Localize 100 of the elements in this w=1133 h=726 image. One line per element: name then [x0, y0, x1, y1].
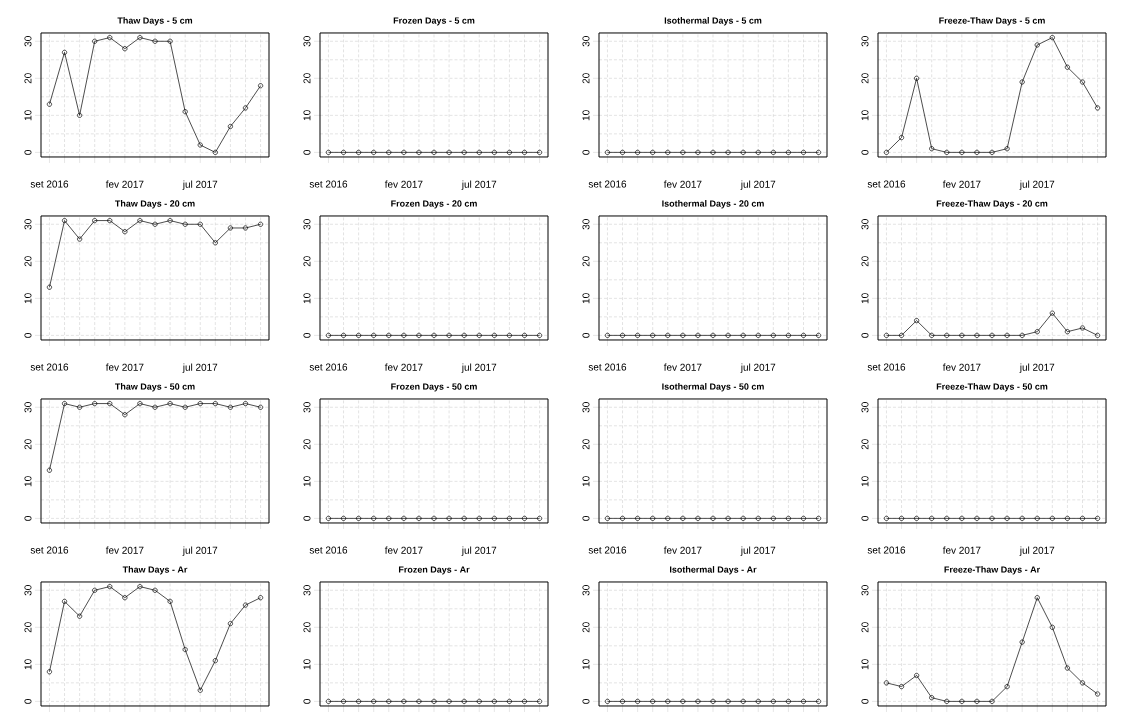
y-tick-label: 20 — [582, 73, 590, 84]
y-tick-label: 10 — [861, 659, 869, 670]
y-tick-label: 10 — [861, 110, 869, 121]
point — [182, 221, 188, 227]
y-tick-label: 0 — [582, 699, 590, 704]
point — [959, 332, 965, 338]
point — [197, 142, 203, 148]
y-tick-label: 0 — [303, 150, 311, 155]
x-tick-label: set 2016 — [867, 546, 906, 554]
chart-title: Thaw Days - 50 cm — [114, 383, 195, 392]
point — [959, 698, 965, 704]
chart-title: Freeze-Thaw Days - 5 cm — [939, 17, 1045, 26]
point — [167, 401, 173, 407]
point — [212, 401, 218, 407]
chart-title: Thaw Days - Ar — [122, 566, 188, 575]
point — [898, 135, 905, 141]
y-tick-label: 10 — [24, 110, 32, 121]
y-tick-label: 20 — [303, 622, 311, 633]
chart-title: Frozen Days - 20 cm — [391, 200, 477, 209]
point — [1034, 595, 1040, 601]
y-tick-label: 20 — [24, 622, 32, 633]
point — [989, 332, 995, 338]
point — [1049, 310, 1055, 316]
point — [122, 595, 128, 601]
y-tick-label: 20 — [861, 439, 869, 450]
y-tick-label: 20 — [303, 73, 311, 84]
y-tick-label: 10 — [582, 293, 590, 304]
chart-title: Isothermal Days - 50 cm — [662, 383, 764, 392]
point — [959, 149, 965, 155]
x-tick-label: fev 2017 — [942, 546, 981, 554]
y-tick-label: 0 — [24, 333, 32, 338]
point — [61, 598, 68, 604]
point — [227, 621, 233, 627]
x-tick-label: set 2016 — [309, 546, 348, 554]
point — [1079, 79, 1086, 85]
y-tick-label: 0 — [861, 516, 869, 521]
y-tick-label: 0 — [861, 150, 869, 155]
y-tick-label: 0 — [861, 699, 869, 704]
point — [92, 587, 98, 593]
y-tick-label: 30 — [861, 219, 869, 230]
y-tick-label: 20 — [582, 622, 590, 633]
point — [242, 225, 249, 231]
point — [197, 687, 203, 693]
chart-title: Frozen Days - 5 cm — [393, 17, 475, 26]
point — [1064, 64, 1070, 70]
y-tick-label: 30 — [582, 219, 590, 230]
y-tick-label: 10 — [303, 659, 311, 670]
point — [107, 218, 113, 224]
y-tick-label: 0 — [303, 516, 311, 521]
x-tick-label: jul 2017 — [740, 546, 776, 556]
chart-title: Isothermal Days - 5 cm — [664, 17, 762, 26]
y-tick-label: 10 — [582, 476, 590, 487]
point — [197, 221, 203, 227]
x-tick-label: fev 2017 — [105, 546, 144, 554]
y-tick-label: 0 — [582, 333, 590, 338]
point — [92, 401, 98, 407]
point — [182, 404, 188, 410]
point — [167, 598, 173, 604]
point — [212, 240, 218, 246]
y-tick-label: 20 — [861, 73, 869, 84]
y-tick-label: 20 — [582, 256, 590, 267]
y-tick-label: 30 — [303, 36, 311, 47]
point — [242, 602, 249, 608]
y-tick-label: 30 — [303, 219, 311, 230]
y-tick-label: 20 — [582, 439, 590, 450]
point — [1064, 329, 1070, 335]
point — [227, 404, 233, 410]
point — [137, 584, 143, 590]
point — [929, 332, 935, 338]
x-tick-label: fev 2017 — [663, 363, 702, 371]
point — [914, 672, 920, 679]
point — [212, 149, 218, 155]
x-tick-label: jul 2017 — [1019, 180, 1055, 190]
y-tick-label: 30 — [303, 585, 311, 596]
y-tick-label: 30 — [582, 585, 590, 596]
point — [107, 35, 113, 41]
y-tick-label: 10 — [582, 659, 590, 670]
point — [61, 401, 68, 407]
point — [1064, 665, 1070, 671]
point — [122, 229, 128, 235]
point — [898, 684, 905, 690]
point — [197, 401, 203, 407]
x-tick-label: fev 2017 — [942, 180, 981, 188]
y-tick-label: 20 — [303, 439, 311, 450]
point — [137, 218, 143, 224]
point — [898, 332, 905, 338]
x-tick-label: jul 2017 — [461, 180, 497, 190]
y-tick-label: 20 — [303, 256, 311, 267]
point — [944, 149, 950, 155]
point — [77, 404, 83, 410]
point — [1004, 684, 1010, 690]
y-tick-label: 20 — [861, 256, 869, 267]
x-tick-label: jul 2017 — [461, 546, 497, 556]
point — [152, 38, 158, 44]
point — [1034, 329, 1040, 335]
x-tick-label: fev 2017 — [105, 363, 144, 371]
point — [974, 332, 980, 338]
y-tick-label: 0 — [24, 150, 32, 155]
y-tick-label: 0 — [24, 699, 32, 704]
point — [914, 75, 920, 81]
